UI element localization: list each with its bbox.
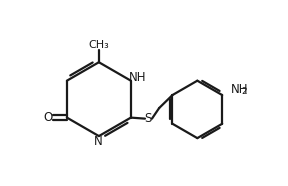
Text: NH: NH (129, 70, 147, 84)
Text: S: S (145, 112, 152, 125)
Text: O: O (43, 111, 53, 124)
Text: NH: NH (231, 84, 248, 96)
Text: N: N (94, 135, 102, 148)
Text: 2: 2 (241, 87, 247, 97)
Text: CH₃: CH₃ (88, 40, 109, 50)
